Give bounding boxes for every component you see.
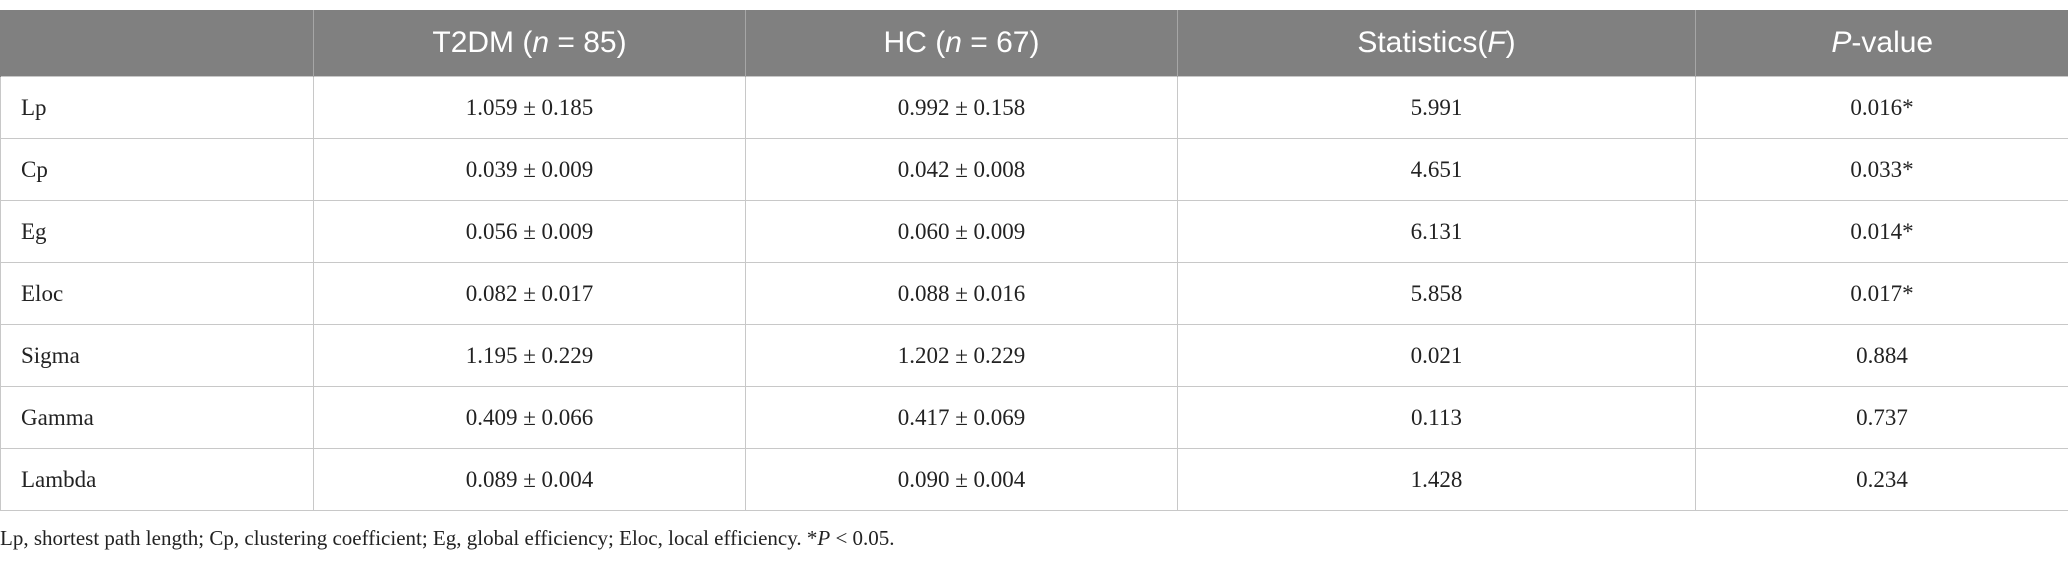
table-cell: 0.056 ± 0.009	[313, 200, 746, 263]
table-cell: 0.090 ± 0.004	[745, 448, 1178, 511]
table-cell: 6.131	[1177, 200, 1696, 263]
header-text: )	[1505, 26, 1516, 59]
header-text: n	[532, 26, 550, 59]
table-cell: 1.195 ± 0.229	[313, 324, 746, 387]
row-label: Lambda	[0, 448, 314, 511]
footnote-text: P	[817, 526, 831, 550]
table-header: T2DM (n = 85) HC (n = 67) Statistics(F) …	[0, 10, 2068, 77]
table-cell: 0.033*	[1695, 138, 2068, 201]
header-text: = 67)	[961, 26, 1040, 59]
footnote-text: Lp, shortest path length; Cp, clustering…	[0, 526, 818, 550]
table-cell: 0.417 ± 0.069	[745, 386, 1178, 449]
header-row: T2DM (n = 85) HC (n = 67) Statistics(F) …	[0, 10, 2068, 77]
table-cell: 0.042 ± 0.008	[745, 138, 1178, 201]
table-cell: 0.021	[1177, 324, 1696, 387]
row-label: Eg	[0, 200, 314, 263]
table-cell: 0.737	[1695, 386, 2068, 449]
table-row: Eg 0.056 ± 0.009 0.060 ± 0.009 6.131 0.014*	[0, 200, 2068, 263]
table-cell: 1.202 ± 0.229	[745, 324, 1178, 387]
header-text: P	[1831, 26, 1852, 59]
header-text: -value	[1851, 26, 1934, 59]
header-text: F	[1487, 26, 1506, 59]
table-cell: 0.060 ± 0.009	[745, 200, 1178, 263]
table-row: Lambda 0.089 ± 0.004 0.090 ± 0.004 1.428 0.2…	[0, 448, 2068, 511]
table-cell: 0.992 ± 0.158	[745, 76, 1178, 139]
table-row: Lp 1.059 ± 0.185 0.992 ± 0.158 5.991 0.016*	[0, 76, 2068, 139]
row-label: Sigma	[0, 324, 314, 387]
row-label: Gamma	[0, 386, 314, 449]
header-text: HC (	[883, 26, 946, 59]
table-cell: 0.039 ± 0.009	[313, 138, 746, 201]
table-row: Eloc 0.082 ± 0.017 0.088 ± 0.016 5.858 0.017…	[0, 262, 2068, 325]
header-text: n	[945, 26, 962, 59]
header-cell: HC (n = 67)	[745, 10, 1178, 77]
table-cell: 0.113	[1177, 386, 1696, 449]
header-cell	[0, 10, 314, 77]
header-cell: Statistics(F)	[1177, 10, 1696, 77]
footnote-text: < 0.05.	[830, 526, 895, 550]
footnote: Lp, shortest path length; Cp, clustering…	[0, 526, 895, 551]
table-cell: 0.088 ± 0.016	[745, 262, 1178, 325]
table-cell: 5.858	[1177, 262, 1696, 325]
header-text: Statistics(	[1357, 26, 1488, 59]
table-cell: 4.651	[1177, 138, 1696, 201]
table-row: Gamma 0.409 ± 0.066 0.417 ± 0.069 0.113 0.73…	[0, 386, 2068, 449]
table-cell: 1.428	[1177, 448, 1696, 511]
table-row: Cp 0.039 ± 0.009 0.042 ± 0.008 4.651 0.033*	[0, 138, 2068, 201]
table-cell: 0.089 ± 0.004	[313, 448, 746, 511]
row-label: Eloc	[0, 262, 314, 325]
header-text: = 85)	[549, 26, 627, 59]
data-table: T2DM (n = 85) HC (n = 67) Statistics(F) …	[0, 10, 2068, 511]
row-label: Cp	[0, 138, 314, 201]
table-cell: 1.059 ± 0.185	[313, 76, 746, 139]
table-body: Lp 1.059 ± 0.185 0.992 ± 0.158 5.991 0.016* C…	[0, 76, 2068, 511]
table-cell: 0.016*	[1695, 76, 2068, 139]
header-text: T2DM (	[432, 26, 533, 59]
table-cell: 0.409 ± 0.066	[313, 386, 746, 449]
table-cell: 0.014*	[1695, 200, 2068, 263]
row-label: Lp	[0, 76, 314, 139]
table-cell: 5.991	[1177, 76, 1696, 139]
table-row: Sigma 1.195 ± 0.229 1.202 ± 0.229 0.021 0.88…	[0, 324, 2068, 387]
header-cell: T2DM (n = 85)	[313, 10, 746, 77]
table-cell: 0.234	[1695, 448, 2068, 511]
table-cell: 0.017*	[1695, 262, 2068, 325]
table-cell: 0.884	[1695, 324, 2068, 387]
table-cell: 0.082 ± 0.017	[313, 262, 746, 325]
header-cell: P-value	[1695, 10, 2068, 77]
